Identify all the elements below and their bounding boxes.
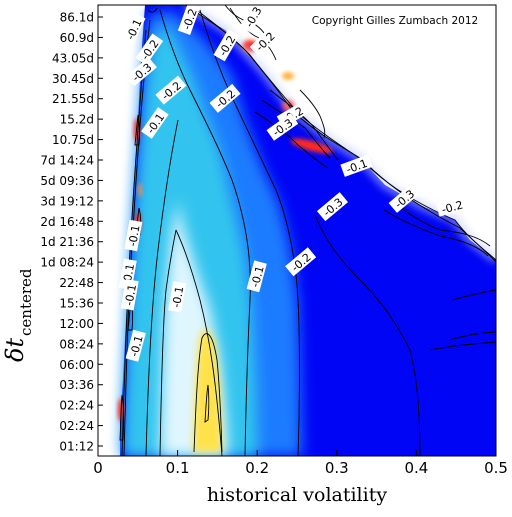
y-tick-label: 43.05d bbox=[52, 51, 94, 65]
x-axis-label: historical volatility bbox=[207, 484, 387, 506]
y-tick-label: 7d 14:24 bbox=[40, 154, 94, 168]
y-axis-ticks: 01:12 02:24 02:24 03:36 06:00 08:24 12:00 15:36… bbox=[40, 11, 103, 454]
y-tick-label: 30.45d bbox=[52, 72, 94, 86]
y-tick-label: 15:36 bbox=[59, 297, 94, 311]
y-tick-label: 21.55d bbox=[52, 92, 94, 106]
y-tick-label: 03:36 bbox=[59, 378, 94, 392]
y-tick-label: 22:48 bbox=[59, 276, 94, 290]
heat-spot-red bbox=[138, 183, 142, 197]
x-tick-label: 0 bbox=[93, 459, 103, 477]
y-tick-label: 06:00 bbox=[59, 358, 94, 372]
y-tick-label: 3d 19:12 bbox=[40, 194, 94, 208]
contour-label: -0.2 bbox=[436, 196, 468, 217]
y-axis-label: δt centered bbox=[1, 268, 35, 362]
x-tick-label: 0.4 bbox=[404, 459, 428, 477]
x-tick-label: 0.3 bbox=[325, 459, 349, 477]
x-tick-label: 0.1 bbox=[166, 459, 190, 477]
y-tick-label: 02:24 bbox=[59, 399, 94, 413]
y-axis-label-main: δt bbox=[1, 338, 29, 362]
heat-spot-yellow bbox=[282, 72, 294, 80]
y-tick-label: 01:12 bbox=[59, 440, 94, 454]
y-tick-label: 1d 08:24 bbox=[40, 256, 94, 270]
y-tick-label: 5d 09:36 bbox=[40, 174, 94, 188]
y-axis-label-sub: centered bbox=[17, 268, 35, 336]
y-tick-label: 08:24 bbox=[59, 337, 94, 351]
y-tick-label: 60.9d bbox=[60, 31, 94, 45]
heatmap-field bbox=[118, 5, 496, 456]
y-tick-label: 2d 16:48 bbox=[40, 215, 94, 229]
y-tick-label: 1d 21:36 bbox=[40, 235, 94, 249]
y-tick-label: 02:24 bbox=[59, 419, 94, 433]
y-tick-label: 10.75d bbox=[52, 133, 94, 147]
y-tick-label: 15.2d bbox=[60, 113, 94, 127]
x-tick-label: 0.2 bbox=[245, 459, 269, 477]
contour-label: -0.3 bbox=[240, 1, 267, 34]
copyright-annotation: Copyright Gilles Zumbach 2012 bbox=[312, 15, 478, 27]
y-tick-label: 12:00 bbox=[59, 317, 94, 331]
y-tick-label: 86.1d bbox=[60, 11, 94, 25]
x-tick-label: 0.5 bbox=[484, 459, 508, 477]
contour-label-text: -0.2 bbox=[440, 198, 464, 216]
